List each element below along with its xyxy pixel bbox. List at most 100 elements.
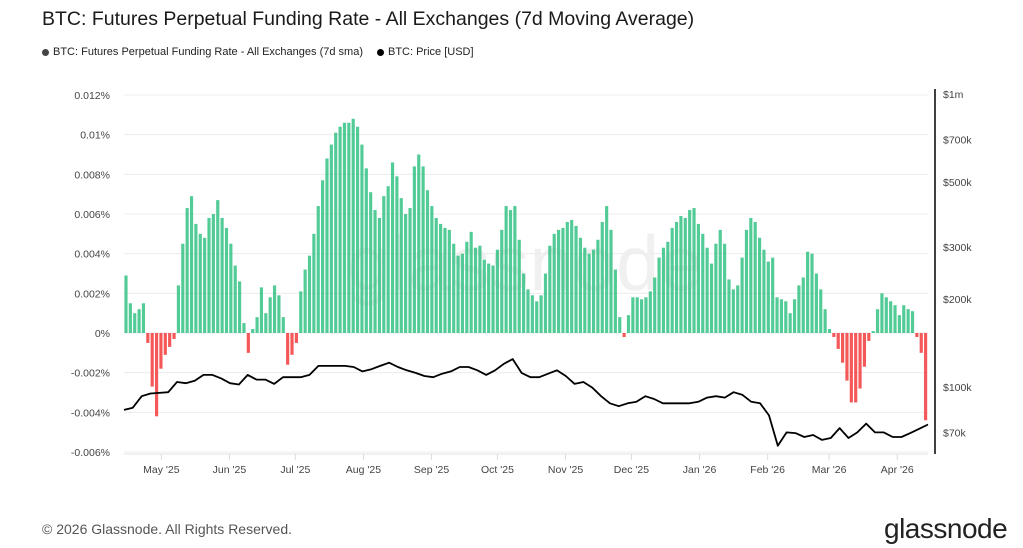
funding-rate-bar [841,333,845,363]
funding-rate-bar [421,166,425,333]
funding-rate-bar [189,196,194,333]
funding-rate-bar [709,263,714,333]
funding-rate-bar [723,243,727,333]
x-tick-label: Sep '25 [414,464,449,476]
funding-rate-bar [613,269,617,333]
funding-rate-bar [535,301,539,333]
funding-rate-bar [290,333,294,355]
funding-rate-bar [666,241,670,333]
funding-rate-bar [897,315,901,333]
funding-rate-bar [299,291,303,333]
funding-rate-bar [491,265,495,333]
funding-rate-bar [364,168,368,333]
funding-rate-bar [281,317,285,333]
funding-rate-bar [456,255,460,333]
legend-dot-icon [42,48,49,56]
funding-rate-bar [159,333,163,369]
funding-rate-bar [469,231,473,333]
funding-rate-bar [185,208,189,333]
funding-rate-bar [539,295,543,333]
funding-rate-bar [517,239,521,333]
legend-item-funding-rate[interactable]: BTC: Futures Perpetual Funding Rate - Al… [42,46,363,58]
funding-rate-bar [889,301,893,333]
funding-rate-bar [696,223,700,333]
funding-rate-bar [321,180,325,333]
funding-rate-bar [801,277,805,333]
funding-rate-bar [788,313,792,333]
funding-rate-bar [207,217,211,333]
funding-rate-bar [757,237,762,333]
funding-rate-bar [294,333,298,343]
x-tick-label: Apr '26 [881,464,914,476]
funding-rate-bar [661,247,666,333]
funding-rate-bar [884,297,888,333]
y-right-tick-label: $200k [943,294,972,306]
funding-rate-bar [657,257,661,333]
funding-rate-bar [727,279,731,333]
y-right-tick-label: $70k [943,427,967,439]
funding-rate-bar [329,144,333,333]
funding-rate-bar [233,265,237,333]
y-left-tick-label: 0% [95,328,110,340]
funding-rate-bar [242,323,246,333]
funding-rate-bar [583,247,587,333]
funding-rate-bar [504,206,508,333]
funding-rate-bar [360,144,364,333]
funding-rate-bar [307,255,312,333]
funding-rate-bar [875,309,880,333]
funding-rate-bar [854,333,858,403]
funding-rate-bar [194,223,198,333]
funding-rate-bar [447,229,451,333]
funding-rate-bar [775,297,779,333]
funding-rate-bar [845,333,849,381]
funding-rate-bar [286,333,290,365]
funding-rate-bar [605,206,609,333]
funding-rate-bar [591,249,596,333]
funding-rate-bar [338,126,342,333]
x-tick-label: Jun '25 [213,464,247,476]
y-left-tick-label: 0.008% [74,169,110,181]
funding-rate-bar [640,299,644,333]
y-left-tick-label: -0.006% [71,447,110,459]
funding-rate-bar [198,233,202,333]
funding-rate-bar [631,297,635,333]
funding-rate-bar [168,333,172,347]
funding-rate-bar [150,333,154,387]
funding-rate-bar [880,293,884,333]
funding-rate-bar [399,198,403,333]
funding-rate-bar [478,245,482,333]
y-left-tick-label: 0.01% [80,130,110,142]
funding-rate-bar [714,243,718,333]
funding-rate-bar [430,206,434,333]
funding-rate-bar [373,210,377,333]
funding-rate-bar [342,122,347,334]
funding-rate-bar [766,261,770,333]
legend: BTC: Futures Perpetual Funding Rate - Al… [42,46,474,58]
funding-rate-bar [216,200,220,333]
chart-title: BTC: Futures Perpetual Funding Rate - Al… [42,8,695,30]
funding-rate-bar [740,257,744,333]
funding-rate-bar [779,299,784,333]
funding-rate-bar [390,162,395,333]
funding-rate-bar [867,333,871,341]
funding-rate-bar [543,273,548,333]
funding-rate-bar [618,317,622,333]
funding-rate-bar [500,229,504,333]
funding-rate-bar [893,305,897,333]
funding-rate-bar [347,122,351,334]
funding-rate-bar [910,311,915,333]
funding-rate-bar [570,219,574,333]
funding-rate-bar [622,333,626,337]
funding-rate-bar [251,329,255,333]
funding-rate-bar [220,217,224,333]
legend-item-price[interactable]: BTC: Price [USD] [376,46,474,58]
funding-rate-bar [465,241,469,333]
funding-rate-bar [771,257,775,333]
funding-rate-bar [522,273,526,333]
funding-rate-bar [749,217,753,333]
funding-rate-bar [578,237,583,333]
funding-rate-bar [334,132,338,333]
funding-rate-bar [648,291,652,333]
funding-rate-bar [487,263,491,333]
funding-rate-bar [395,176,399,333]
